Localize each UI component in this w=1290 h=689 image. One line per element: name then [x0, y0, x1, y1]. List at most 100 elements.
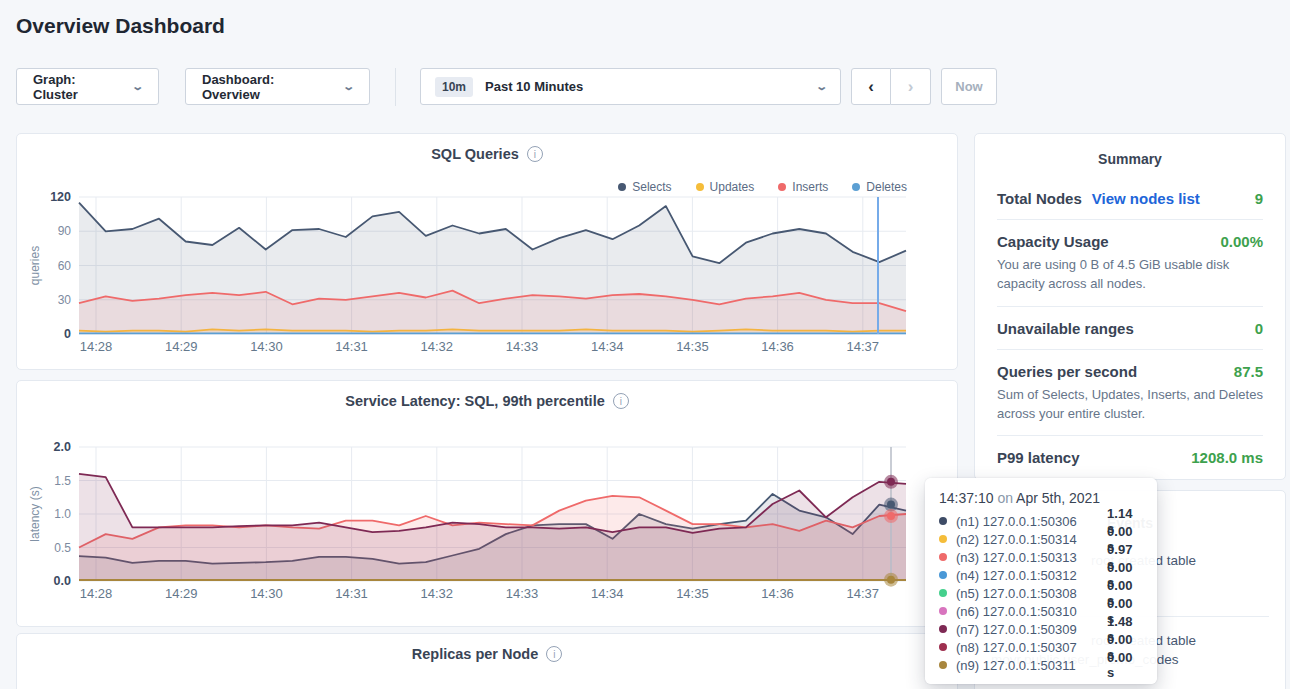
hover-point	[887, 501, 895, 509]
x-tick-label: 14:35	[676, 339, 709, 354]
node-color-dot	[939, 643, 947, 651]
x-tick-label: 14:31	[335, 339, 368, 354]
x-tick-label: 14:34	[591, 586, 624, 601]
service-latency-chart-card: Service Latency: SQL, 99th percentile i …	[16, 380, 958, 627]
summary-value: 1208.0 ms	[1191, 449, 1263, 466]
prev-time-button[interactable]: ‹	[851, 68, 891, 105]
controls-bar: Graph: Cluster ⌄ Dashboard: Overview ⌄ 1…	[0, 68, 1290, 106]
view-nodes-list-link[interactable]: View nodes list	[1092, 190, 1200, 207]
node-color-dot	[939, 553, 947, 561]
y-axis-label: latency (s)	[28, 486, 42, 541]
x-tick-label: 14:28	[80, 339, 113, 354]
summary-label: Unavailable ranges	[997, 320, 1134, 337]
node-address: (n6) 127.0.0.1:50310	[956, 604, 1107, 619]
summary-row: P99 latency 1208.0 ms	[997, 436, 1263, 478]
node-address: (n9) 127.0.0.1:50311	[956, 658, 1107, 673]
time-range-badge: 10m	[435, 77, 473, 97]
node-address: (n7) 127.0.0.1:50309	[956, 622, 1107, 637]
y-tick-label: 0	[64, 327, 71, 341]
summary-value: 0.00%	[1220, 233, 1263, 250]
summary-row: Capacity Usage0.00%You are using 0 B of …	[997, 220, 1263, 307]
x-tick-label: 14:30	[250, 339, 283, 354]
tooltip-row: (n9) 127.0.0.1:503110.00 s	[939, 656, 1143, 674]
x-tick-label: 14:33	[506, 586, 539, 601]
y-tick-label: 90	[58, 224, 72, 238]
time-range-label: Past 10 Minutes	[485, 79, 583, 94]
dashboard-dropdown-label: Dashboard: Overview	[202, 72, 334, 102]
y-tick-label: 60	[58, 259, 72, 273]
chevron-down-icon: ⌄	[342, 80, 355, 93]
y-tick-label: 30	[58, 293, 72, 307]
x-tick-label: 14:31	[335, 586, 368, 601]
service-latency-plot[interactable]: 14:2814:2914:3014:3114:3214:3314:3414:35…	[17, 381, 957, 626]
node-address: (n1) 127.0.0.1:50306	[956, 514, 1107, 529]
x-tick-label: 14:28	[80, 586, 113, 601]
summary-label: P99 latency	[997, 449, 1080, 466]
hover-point	[887, 512, 895, 520]
x-tick-label: 14:32	[421, 586, 454, 601]
time-range-dropdown[interactable]: 10m Past 10 Minutes ⌄	[420, 68, 841, 105]
x-tick-label: 14:35	[676, 586, 709, 601]
node-address: (n4) 127.0.0.1:50312	[956, 568, 1107, 583]
summary-title: Summary	[975, 134, 1285, 167]
tooltip-time: 14:37:10	[939, 490, 994, 506]
dashboard-dropdown[interactable]: Dashboard: Overview ⌄	[185, 68, 370, 105]
summary-value: 87.5	[1234, 363, 1263, 380]
node-address: (n5) 127.0.0.1:50308	[956, 586, 1107, 601]
x-tick-label: 14:36	[761, 339, 794, 354]
node-address: (n3) 127.0.0.1:50313	[956, 550, 1107, 565]
y-tick-label: 120	[50, 190, 71, 204]
sql-queries-plot[interactable]: 14:28 14:29 14:30 14:31 14:32 14:33 14:34 14:35…	[17, 134, 957, 369]
summary-label: Capacity Usage	[997, 233, 1109, 250]
tooltip-rows: (n1) 127.0.0.1:503061.14 s(n2) 127.0.0.1…	[939, 512, 1143, 674]
summary-row: Total NodesView nodes list9	[997, 177, 1263, 220]
x-tick-label: 14:29	[165, 339, 198, 354]
chart-title-text: Replicas per Node	[412, 646, 539, 662]
node-color-dot	[939, 661, 947, 669]
node-color-dot	[939, 607, 947, 615]
time-step-buttons: ‹ ›	[851, 68, 931, 105]
tooltip-date: Apr 5th, 2021	[1016, 490, 1100, 506]
node-address: (n8) 127.0.0.1:50307	[956, 640, 1107, 655]
x-tick-label: 14:36	[761, 586, 794, 601]
hover-point	[887, 478, 895, 486]
page-title: Overview Dashboard	[16, 14, 225, 38]
graph-dropdown-label: Graph: Cluster	[33, 72, 123, 102]
node-color-dot	[939, 535, 947, 543]
graph-dropdown[interactable]: Graph: Cluster ⌄	[16, 68, 159, 105]
y-tick-label: 0.5	[54, 541, 71, 555]
chart-title: Replicas per Node i	[17, 646, 957, 662]
summary-description: Sum of Selects, Updates, Inserts, and De…	[997, 380, 1263, 424]
node-color-dot	[939, 589, 947, 597]
summary-body: Total NodesView nodes list9Capacity Usag…	[975, 167, 1285, 478]
y-axis-label: queries	[28, 246, 42, 285]
summary-row: Unavailable ranges0	[997, 307, 1263, 350]
x-tick-label: 14:32	[421, 339, 454, 354]
info-icon[interactable]: i	[546, 646, 562, 662]
summary-label: Queries per second	[997, 363, 1137, 380]
summary-value: 9	[1255, 190, 1263, 207]
node-color-dot	[939, 625, 947, 633]
y-tick-label: 0.0	[54, 574, 71, 588]
x-tick-label: 14:29	[165, 586, 198, 601]
node-color-dot	[939, 571, 947, 579]
summary-panel: Summary Total NodesView nodes list9Capac…	[974, 133, 1286, 480]
chart-hover-tooltip: 14:37:10 on Apr 5th, 2021 (n1) 127.0.0.1…	[925, 478, 1157, 684]
hover-point	[887, 576, 895, 584]
divider	[395, 68, 396, 106]
node-latency-value: 0.00 s	[1107, 650, 1143, 680]
x-tick-label: 14:34	[591, 339, 624, 354]
sql-queries-chart-card: SQL Queries i SelectsUpdatesInsertsDelet…	[16, 133, 958, 370]
x-tick-label: 14:37	[847, 586, 880, 601]
node-color-dot	[939, 517, 947, 525]
chevron-down-icon: ⌄	[815, 80, 828, 93]
summary-row: Queries per second 87.5Sum of Selects, Up…	[997, 350, 1263, 437]
y-tick-label: 1.5	[54, 474, 71, 488]
tooltip-on: on	[997, 490, 1013, 506]
node-address: (n2) 127.0.0.1:50314	[956, 532, 1107, 547]
y-tick-label: 2.0	[54, 440, 71, 454]
next-time-button[interactable]: ›	[891, 68, 931, 105]
x-tick-label: 14:33	[506, 339, 539, 354]
now-button[interactable]: Now	[941, 68, 997, 105]
replicas-per-node-chart-card: Replicas per Node i	[16, 633, 958, 689]
